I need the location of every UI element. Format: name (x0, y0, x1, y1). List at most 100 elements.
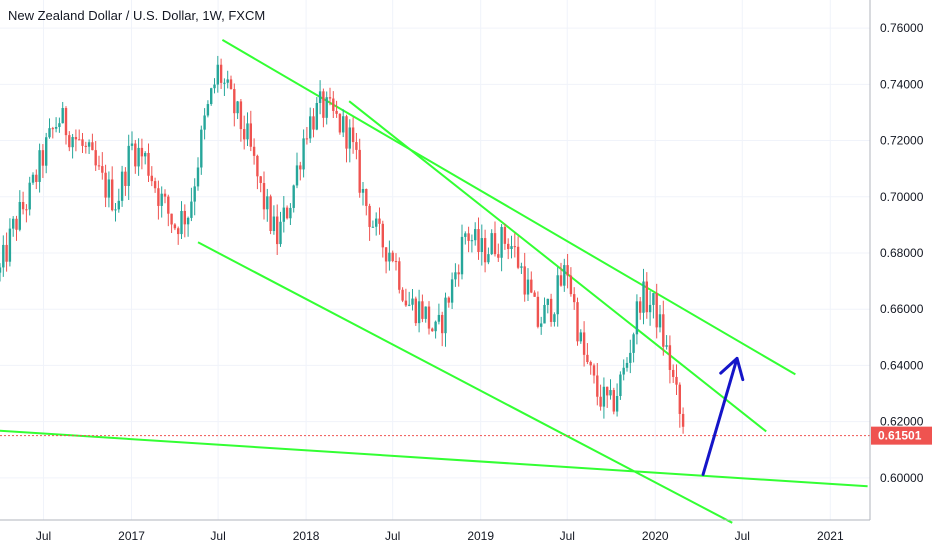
candle-body (31, 174, 35, 183)
candle-body (424, 306, 427, 319)
candle-body (8, 228, 12, 262)
candle-body (526, 279, 530, 295)
candle-body (170, 213, 173, 225)
candle-body (483, 238, 487, 263)
candle-body (315, 102, 318, 130)
chart-title: New Zealand Dollar / U.S. Dollar, 1W, FX… (8, 8, 266, 23)
candle-body (322, 91, 325, 118)
trendlines (0, 39, 868, 524)
candle-body (101, 166, 104, 173)
candle-body (147, 152, 150, 176)
candle-body (68, 135, 71, 148)
candle-body (500, 227, 503, 258)
candle-body (35, 174, 38, 182)
candle-body (457, 272, 460, 275)
candle-body (276, 216, 279, 245)
candle-body (602, 386, 606, 407)
candle-body (140, 147, 144, 157)
candle-body (206, 104, 210, 116)
candle-body (596, 375, 599, 397)
candle-body (368, 205, 371, 227)
y-tick-label: 0.66000 (880, 302, 924, 316)
candle-body (404, 300, 408, 306)
candle-body (249, 123, 252, 147)
candle-body (398, 261, 401, 290)
candle-body (652, 293, 655, 305)
trendline (0, 429, 868, 488)
candle-body (487, 254, 490, 263)
candle-body (625, 362, 629, 368)
candle-body (612, 390, 615, 412)
candle-body (342, 116, 345, 133)
candle-body (668, 345, 672, 370)
candle-body (371, 226, 375, 228)
grid (0, 0, 870, 520)
candle-body (64, 108, 68, 136)
candle-body (497, 254, 500, 258)
candle-body (348, 127, 351, 149)
candle-body (302, 138, 305, 170)
candle-body (309, 116, 312, 139)
candle-body (546, 298, 549, 305)
candle-body (325, 97, 328, 118)
candle-body (127, 145, 130, 186)
candle-body (675, 376, 678, 385)
candle-body (355, 142, 358, 150)
candle-body (563, 265, 566, 286)
last-price-tag (871, 426, 932, 445)
candle-body (183, 210, 186, 225)
last-price-label: 0.61501 (878, 429, 922, 443)
candle-body (573, 294, 576, 303)
candle-body (408, 304, 411, 306)
trendline (221, 39, 796, 376)
candle-body (111, 179, 114, 211)
candle-body (243, 129, 246, 140)
candle-body (25, 209, 28, 211)
candle-body (365, 188, 368, 206)
candle-body (566, 265, 569, 276)
candle-body (21, 202, 25, 210)
candle-body (672, 369, 675, 377)
candle-body (137, 147, 140, 167)
candle-body (493, 233, 497, 255)
candle-body (540, 323, 543, 327)
candle-body (441, 314, 444, 334)
candle-body (81, 139, 84, 146)
candle-body (51, 128, 54, 130)
candle-body (665, 345, 668, 347)
candle-body (318, 91, 322, 103)
candle-body (467, 233, 470, 241)
candle-body (282, 207, 285, 222)
candle-body (186, 217, 190, 225)
candle-body (38, 150, 41, 182)
candle-body (536, 296, 540, 327)
candle-body (173, 224, 177, 229)
candle-body (41, 150, 45, 166)
candle-body (114, 209, 117, 211)
candle-body (642, 281, 645, 313)
candle-body (632, 334, 635, 353)
candle-body (381, 223, 384, 248)
candle-body (523, 266, 526, 295)
overlays: 0.61501 (0, 356, 932, 476)
candle-body (167, 196, 170, 214)
candle-body (58, 123, 61, 127)
candle-body (662, 314, 665, 347)
candle-body (345, 116, 348, 149)
candle-body (18, 202, 21, 230)
candle-body (48, 128, 51, 138)
x-tick-label: Jul (36, 529, 51, 543)
y-tick-label: 0.76000 (880, 21, 924, 35)
candle-body (431, 328, 434, 332)
x-tick-label: 2018 (293, 529, 320, 543)
candle-body (447, 297, 450, 303)
candle-body (454, 272, 457, 280)
candle-body (97, 165, 101, 167)
candle-body (658, 314, 662, 328)
candle-body (378, 218, 381, 224)
candle-body (559, 275, 563, 286)
candle-body (292, 185, 295, 208)
candle-body (266, 196, 269, 210)
arrow-head (719, 356, 745, 382)
x-tick-label: Jul (735, 529, 750, 543)
